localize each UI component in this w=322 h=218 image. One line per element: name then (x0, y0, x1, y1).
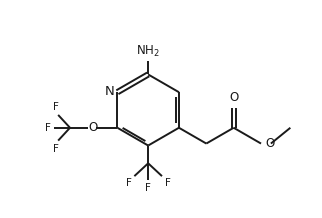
Text: F: F (45, 123, 51, 133)
Text: O: O (265, 137, 274, 150)
Text: F: F (53, 144, 59, 153)
Text: F: F (53, 102, 59, 112)
Text: O: O (229, 91, 238, 104)
Text: F: F (126, 178, 131, 188)
Text: NH$_2$: NH$_2$ (136, 44, 160, 59)
Text: N: N (105, 85, 114, 98)
Text: F: F (165, 178, 171, 188)
Text: F: F (145, 183, 151, 193)
Text: O: O (88, 121, 97, 134)
